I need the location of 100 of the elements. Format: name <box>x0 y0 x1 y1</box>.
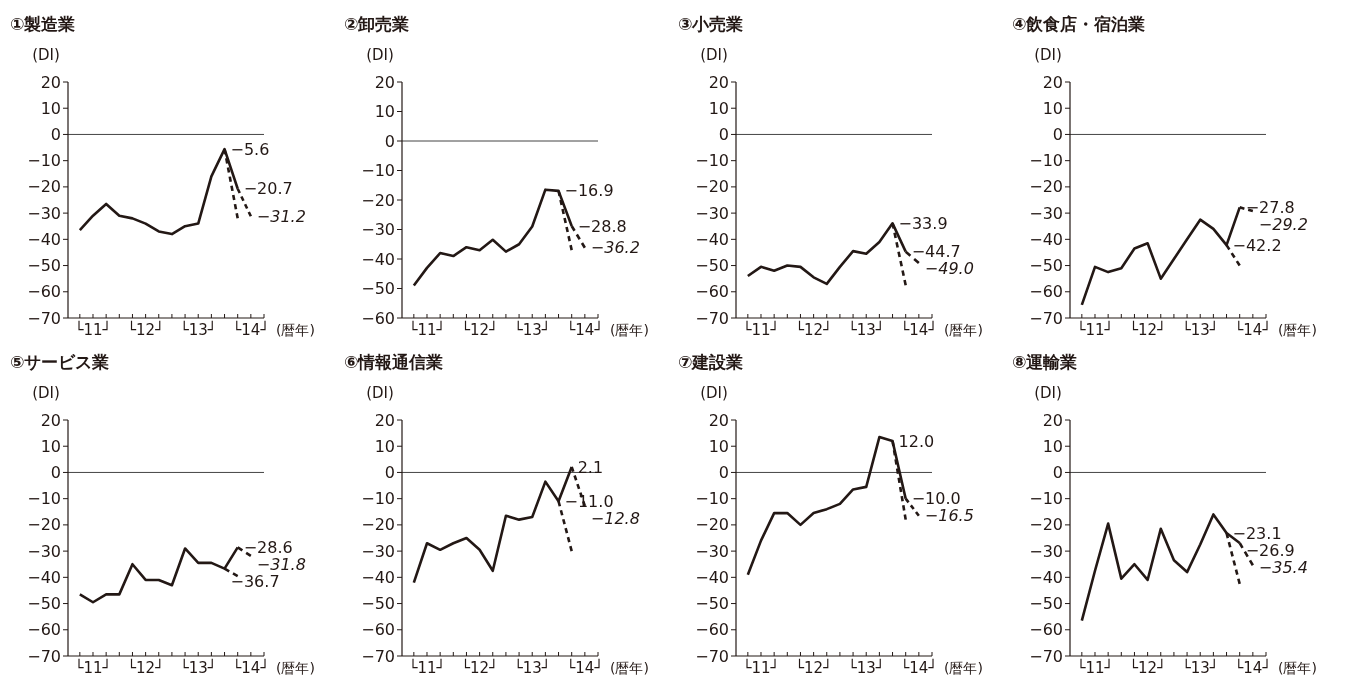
y-tick-label: 20 <box>708 72 729 92</box>
data-label: −5.6 <box>230 139 270 159</box>
y-tick-label: −30 <box>695 541 729 561</box>
y-tick-label: 10 <box>40 98 61 118</box>
y-tick-label: −40 <box>1029 229 1063 249</box>
data-label: −11.0 <box>564 491 614 511</box>
y-tick-label: −30 <box>695 203 729 223</box>
x-tick-label: └14┘ <box>1234 658 1272 677</box>
y-tick-label: −40 <box>27 229 61 249</box>
data-label: −49.0 <box>924 259 974 279</box>
y-tick-label: −10 <box>1029 489 1063 509</box>
y-tick-label: −20 <box>695 515 729 535</box>
data-label: −20.7 <box>243 179 293 199</box>
x-axis-title: (暦年) <box>276 322 315 338</box>
x-axis-title: (暦年) <box>1278 322 1317 338</box>
y-tick-label: −70 <box>1029 646 1063 666</box>
y-tick-label: 0 <box>718 125 729 145</box>
y-tick-label: −70 <box>695 308 729 328</box>
x-tick-label: └11┘ <box>74 658 112 677</box>
data-label: −36.2 <box>590 238 640 258</box>
x-tick-label: └12┘ <box>461 658 499 677</box>
y-tick-label: −60 <box>27 282 61 302</box>
y-tick-label: 10 <box>374 436 395 456</box>
x-tick-label: └12┘ <box>1129 658 1167 677</box>
y-tick-label: 20 <box>374 72 395 92</box>
y-tick-label: −70 <box>1029 308 1063 328</box>
data-label: −31.8 <box>256 555 306 575</box>
y-tick-label: 20 <box>1042 410 1063 430</box>
y-tick-label: −10 <box>1029 151 1063 171</box>
y-tick-label: −20 <box>27 515 61 535</box>
data-label: 12.0 <box>898 431 935 451</box>
y-axis-title: (DI) <box>1034 46 1062 64</box>
y-tick-label: −50 <box>27 594 61 614</box>
x-tick-label: └14┘ <box>566 320 604 339</box>
y-tick-label: −30 <box>361 220 395 240</box>
y-tick-label: −50 <box>361 279 395 299</box>
chart-title: ②卸売業 <box>344 14 410 34</box>
x-tick-label: └13┘ <box>179 320 217 339</box>
y-tick-label: 0 <box>718 463 729 483</box>
x-tick-label: └12┘ <box>127 658 165 677</box>
data-label: −26.9 <box>1245 540 1295 560</box>
x-tick-label: └14┘ <box>900 320 938 339</box>
x-tick-label: └11┘ <box>742 320 780 339</box>
data-label: −29.2 <box>1258 214 1308 234</box>
y-tick-label: −10 <box>695 151 729 171</box>
data-label: −10.0 <box>911 489 961 509</box>
x-tick-label: └12┘ <box>127 320 165 339</box>
x-axis-title: (暦年) <box>610 660 649 676</box>
y-tick-label: −30 <box>1029 541 1063 561</box>
x-tick-label: └14┘ <box>900 658 938 677</box>
y-tick-label: 0 <box>1052 125 1063 145</box>
y-tick-label: −60 <box>1029 282 1063 302</box>
y-tick-label: 20 <box>708 410 729 430</box>
y-tick-label: −70 <box>361 646 395 666</box>
y-tick-label: 20 <box>40 72 61 92</box>
y-tick-label: −20 <box>27 177 61 197</box>
data-label: −35.4 <box>1258 557 1308 577</box>
data-label: 2.1 <box>577 457 604 477</box>
data-label: −16.9 <box>564 181 614 201</box>
data-label: −23.1 <box>1232 523 1282 543</box>
y-tick-label: 10 <box>374 102 395 122</box>
y-tick-label: 10 <box>708 98 729 118</box>
x-tick-label: └14┘ <box>1234 320 1272 339</box>
x-tick-label: └14┘ <box>232 320 270 339</box>
y-tick-label: −50 <box>695 256 729 276</box>
y-axis-title: (DI) <box>1034 384 1062 402</box>
x-tick-label: └13┘ <box>513 320 551 339</box>
y-tick-label: −50 <box>1029 594 1063 614</box>
y-axis-title: (DI) <box>366 384 394 402</box>
y-tick-label: 0 <box>384 463 395 483</box>
x-tick-label: └11┘ <box>408 658 446 677</box>
x-axis-title: (暦年) <box>1278 660 1317 676</box>
data-label: −28.6 <box>243 538 293 558</box>
x-tick-label: └14┘ <box>566 658 604 677</box>
y-tick-label: −10 <box>27 151 61 171</box>
y-tick-label: −20 <box>695 177 729 197</box>
x-tick-label: └11┘ <box>74 320 112 339</box>
x-tick-label: └11┘ <box>742 658 780 677</box>
y-tick-label: −60 <box>695 282 729 302</box>
chart-title: ⑧運輸業 <box>1012 352 1078 372</box>
x-tick-label: └12┘ <box>795 658 833 677</box>
chart-title: ④飲食店・宿泊業 <box>1012 14 1146 34</box>
y-tick-label: −50 <box>27 256 61 276</box>
y-tick-label: 10 <box>1042 98 1063 118</box>
y-tick-label: 0 <box>50 125 61 145</box>
y-tick-label: −40 <box>1029 567 1063 587</box>
y-tick-label: 20 <box>40 410 61 430</box>
y-tick-label: −40 <box>361 249 395 269</box>
y-tick-label: −20 <box>361 515 395 535</box>
data-label: −31.2 <box>256 206 306 226</box>
y-tick-label: −10 <box>361 161 395 181</box>
y-tick-label: 0 <box>1052 463 1063 483</box>
x-tick-label: └13┘ <box>513 658 551 677</box>
chart-title: ⑥情報通信業 <box>344 352 444 372</box>
y-tick-label: 10 <box>708 436 729 456</box>
y-axis-title: (DI) <box>32 46 60 64</box>
y-tick-label: −60 <box>695 620 729 640</box>
x-axis-title: (暦年) <box>610 322 649 338</box>
y-tick-label: −30 <box>1029 203 1063 223</box>
x-tick-label: └12┘ <box>795 320 833 339</box>
